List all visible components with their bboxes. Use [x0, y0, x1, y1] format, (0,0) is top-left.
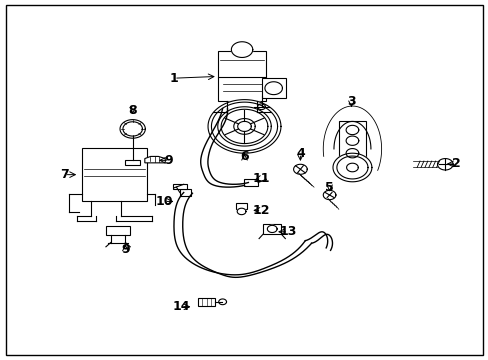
- Text: 10: 10: [155, 195, 173, 208]
- Polygon shape: [218, 299, 226, 305]
- Text: 1: 1: [169, 72, 178, 85]
- Polygon shape: [120, 120, 145, 138]
- Bar: [236, 203, 246, 208]
- Bar: [81, 148, 147, 202]
- Polygon shape: [346, 136, 358, 145]
- Bar: [173, 184, 186, 189]
- Polygon shape: [144, 157, 165, 163]
- Bar: [339, 121, 366, 176]
- Polygon shape: [217, 107, 271, 146]
- Polygon shape: [293, 164, 306, 174]
- Polygon shape: [237, 121, 251, 131]
- Text: 4: 4: [295, 147, 304, 160]
- Text: 14: 14: [172, 300, 190, 313]
- Text: 7: 7: [60, 168, 69, 181]
- Polygon shape: [122, 122, 142, 136]
- Text: 13: 13: [279, 225, 296, 238]
- Text: 11: 11: [252, 172, 270, 185]
- Polygon shape: [233, 118, 255, 134]
- Polygon shape: [207, 100, 281, 153]
- Polygon shape: [231, 42, 252, 58]
- Text: 8: 8: [128, 104, 137, 117]
- Polygon shape: [267, 225, 277, 233]
- Bar: [217, 51, 266, 78]
- Text: 9: 9: [121, 243, 129, 256]
- Text: 12: 12: [252, 204, 270, 217]
- Polygon shape: [332, 153, 371, 182]
- Text: 2: 2: [451, 157, 459, 170]
- Polygon shape: [211, 102, 277, 151]
- Polygon shape: [437, 158, 452, 170]
- Bar: [125, 160, 140, 165]
- Polygon shape: [336, 156, 367, 179]
- Polygon shape: [346, 125, 358, 135]
- Text: 3: 3: [346, 95, 355, 108]
- Bar: [244, 179, 258, 186]
- Bar: [261, 78, 285, 98]
- Bar: [263, 224, 281, 234]
- Text: 9: 9: [164, 154, 173, 167]
- Polygon shape: [257, 104, 265, 110]
- Polygon shape: [323, 190, 335, 200]
- Bar: [106, 226, 130, 235]
- Polygon shape: [346, 149, 358, 158]
- Polygon shape: [237, 208, 245, 215]
- Bar: [217, 77, 266, 102]
- Bar: [180, 189, 190, 196]
- Bar: [198, 298, 215, 306]
- Polygon shape: [264, 82, 282, 95]
- Text: 6: 6: [240, 150, 248, 163]
- Text: 5: 5: [325, 181, 333, 194]
- Polygon shape: [346, 163, 358, 172]
- Polygon shape: [221, 109, 267, 144]
